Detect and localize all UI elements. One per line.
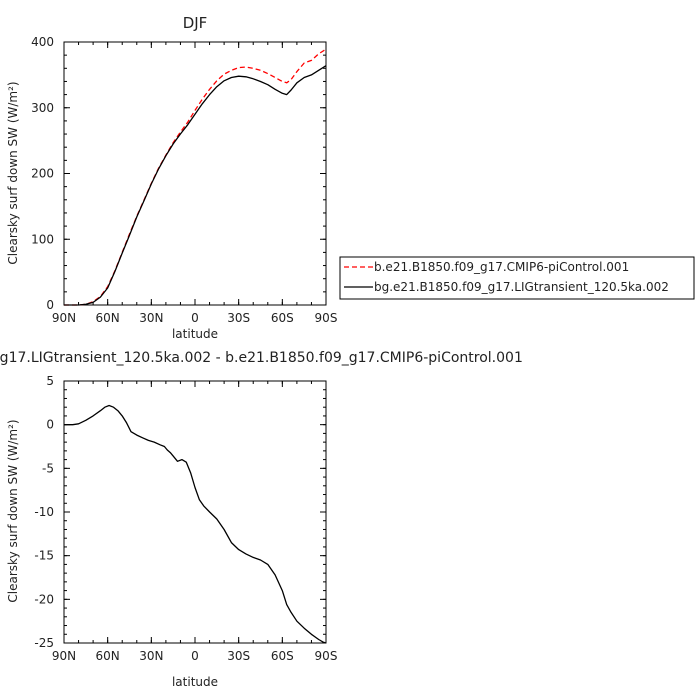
x-tick-label: 60S <box>271 649 294 663</box>
y-tick-label: -10 <box>34 505 54 519</box>
y-tick-label: -20 <box>34 592 54 606</box>
series-line-1 <box>64 48 327 306</box>
x-tick-label: 30S <box>227 311 250 325</box>
x-tick-label: 30N <box>139 649 163 663</box>
x-tick-label: 30N <box>139 311 163 325</box>
top-x-axis-label: latitude <box>172 327 218 341</box>
bottom-y-axis-label: Clearsky surf down SW (W/m²) <box>6 419 20 602</box>
y-tick-label: 300 <box>31 101 54 115</box>
x-tick-label: 90S <box>315 311 338 325</box>
x-tick-label: 30S <box>227 649 250 663</box>
x-tick-label: 0 <box>191 311 199 325</box>
x-tick-label: 60N <box>96 311 120 325</box>
top-chart-title: DJF <box>183 14 208 32</box>
y-tick-label: -25 <box>34 636 54 650</box>
legend: b.e21.B1850.f09_g17.CMIP6-piControl.001 … <box>339 256 695 300</box>
y-tick-label: 100 <box>31 232 54 246</box>
y-tick-label: 0 <box>46 298 54 312</box>
y-tick-label: -15 <box>34 549 54 563</box>
legend-box <box>339 256 695 300</box>
y-tick-label: 200 <box>31 167 54 181</box>
bottom-plot-area: 90N 60N 30N 0 30S 60S 90S 5 0 -5 -10 -15 -20 -25 <box>34 374 337 663</box>
top-plot-area: 90N 60N 30N 0 30S 60S 90S 0 100 200 300 400 <box>31 35 337 325</box>
bottom-x-axis-label: latitude <box>172 675 218 689</box>
bottom-panel: bg.e21.B1850.f09_g17.LIGtransient_120.5k… <box>0 350 523 689</box>
bottom-chart-title: bg.e21.B1850.f09_g17.LIGtransient_120.5k… <box>0 350 523 366</box>
y-tick-label: 0 <box>46 418 54 432</box>
legend-label-picontrol: b.e21.B1850.f09_g17.CMIP6-piControl.001 <box>374 260 629 274</box>
y-tick-label: 400 <box>31 35 54 49</box>
x-tick-label: 90S <box>315 649 338 663</box>
top-panel: DJF 90N 60N 30N 0 30S 60S 90S 0 100 200 300 400 lat… <box>6 14 337 341</box>
y-tick-label: 5 <box>46 374 54 388</box>
x-tick-label: 90N <box>52 311 76 325</box>
x-tick-label: 60N <box>96 649 120 663</box>
y-tick-label: -5 <box>42 461 54 475</box>
legend-label-ligtransient: bg.e21.B1850.f09_g17.LIGtransient_120.5k… <box>374 280 669 294</box>
series-line-1 <box>64 404 327 644</box>
series-line-2 <box>64 65 327 306</box>
x-tick-label: 0 <box>191 649 199 663</box>
plot-frame <box>63 41 327 306</box>
x-tick-label: 60S <box>271 311 294 325</box>
x-tick-label: 90N <box>52 649 76 663</box>
top-y-axis-label: Clearsky surf down SW (W/m²) <box>6 81 20 264</box>
